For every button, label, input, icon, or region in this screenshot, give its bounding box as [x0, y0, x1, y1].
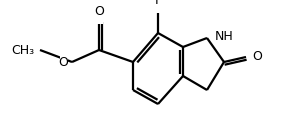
Bar	[215, 30, 229, 42]
Text: O: O	[252, 51, 262, 64]
Text: O: O	[94, 5, 104, 18]
Text: NH: NH	[215, 29, 234, 42]
Bar	[252, 51, 260, 63]
Bar	[60, 56, 68, 68]
Bar	[95, 12, 103, 24]
Text: F: F	[154, 0, 162, 7]
Text: CH₃: CH₃	[11, 44, 34, 57]
Text: O: O	[58, 55, 68, 68]
Bar	[154, 1, 162, 13]
Bar	[15, 44, 34, 56]
